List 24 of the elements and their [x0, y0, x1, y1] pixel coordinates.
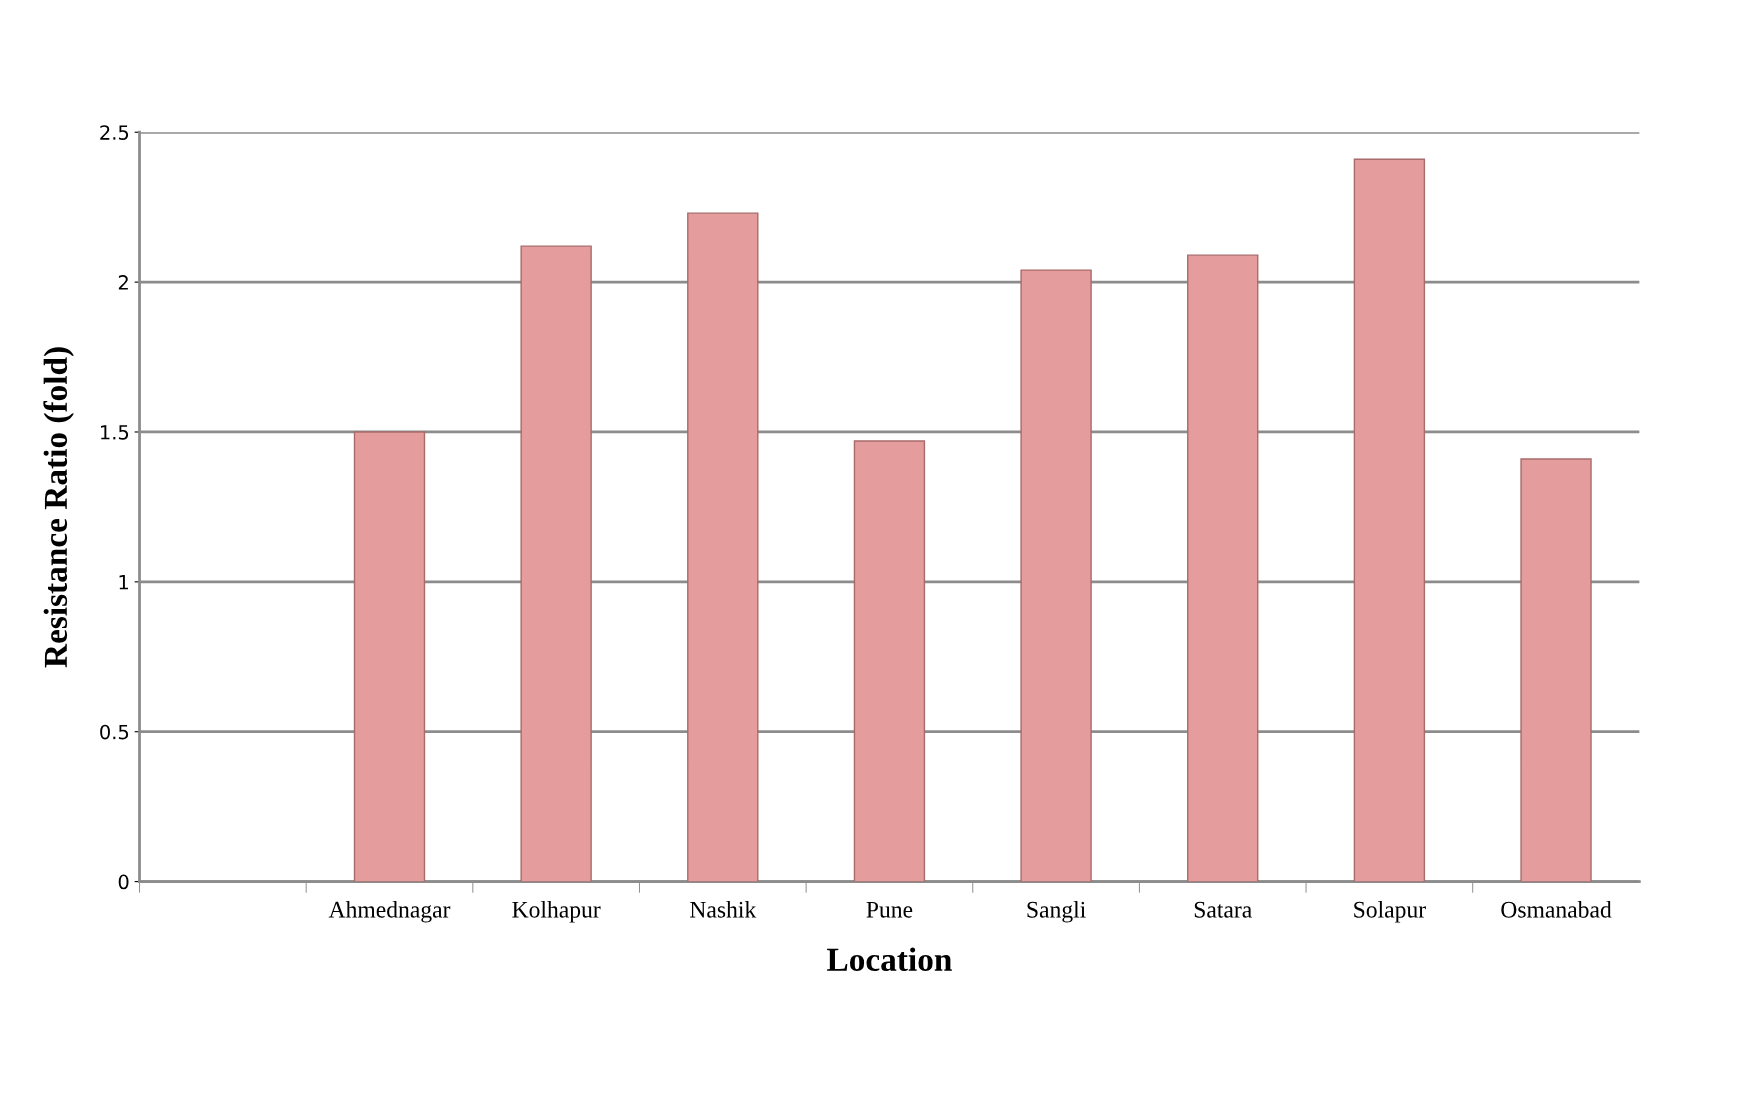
y-axis-title: Resistance Ratio (fold) [43, 347, 74, 668]
y-tick-label: 2 [118, 275, 128, 290]
x-tick-label: Pune [866, 901, 913, 918]
x-tick-label: Satara [1194, 901, 1252, 918]
bar [687, 212, 759, 882]
x-tick-label: Ahmednagar [328, 901, 451, 923]
bar [1520, 458, 1592, 882]
bar [520, 245, 592, 882]
bar [1187, 254, 1259, 882]
x-tick-label: Solapur [1354, 901, 1426, 923]
y-tick-label: 2.5 [100, 125, 129, 140]
x-axis-title: Location [827, 947, 952, 971]
y-tick-label: 1 [119, 575, 128, 590]
y-tick-label: 0 [118, 874, 129, 890]
x-tick-label: Sangli [1027, 901, 1086, 923]
y-tick-label: 0.5 [100, 724, 129, 740]
bar [853, 440, 926, 882]
bar [353, 431, 426, 882]
x-tick-label: Osmanabad [1501, 901, 1612, 918]
x-tick-label: Nashik [690, 901, 757, 918]
y-tick-label: 1.5 [101, 425, 129, 440]
bar [1020, 269, 1092, 882]
bar [1353, 158, 1426, 882]
x-tick-label: Kolhapur [512, 901, 601, 923]
